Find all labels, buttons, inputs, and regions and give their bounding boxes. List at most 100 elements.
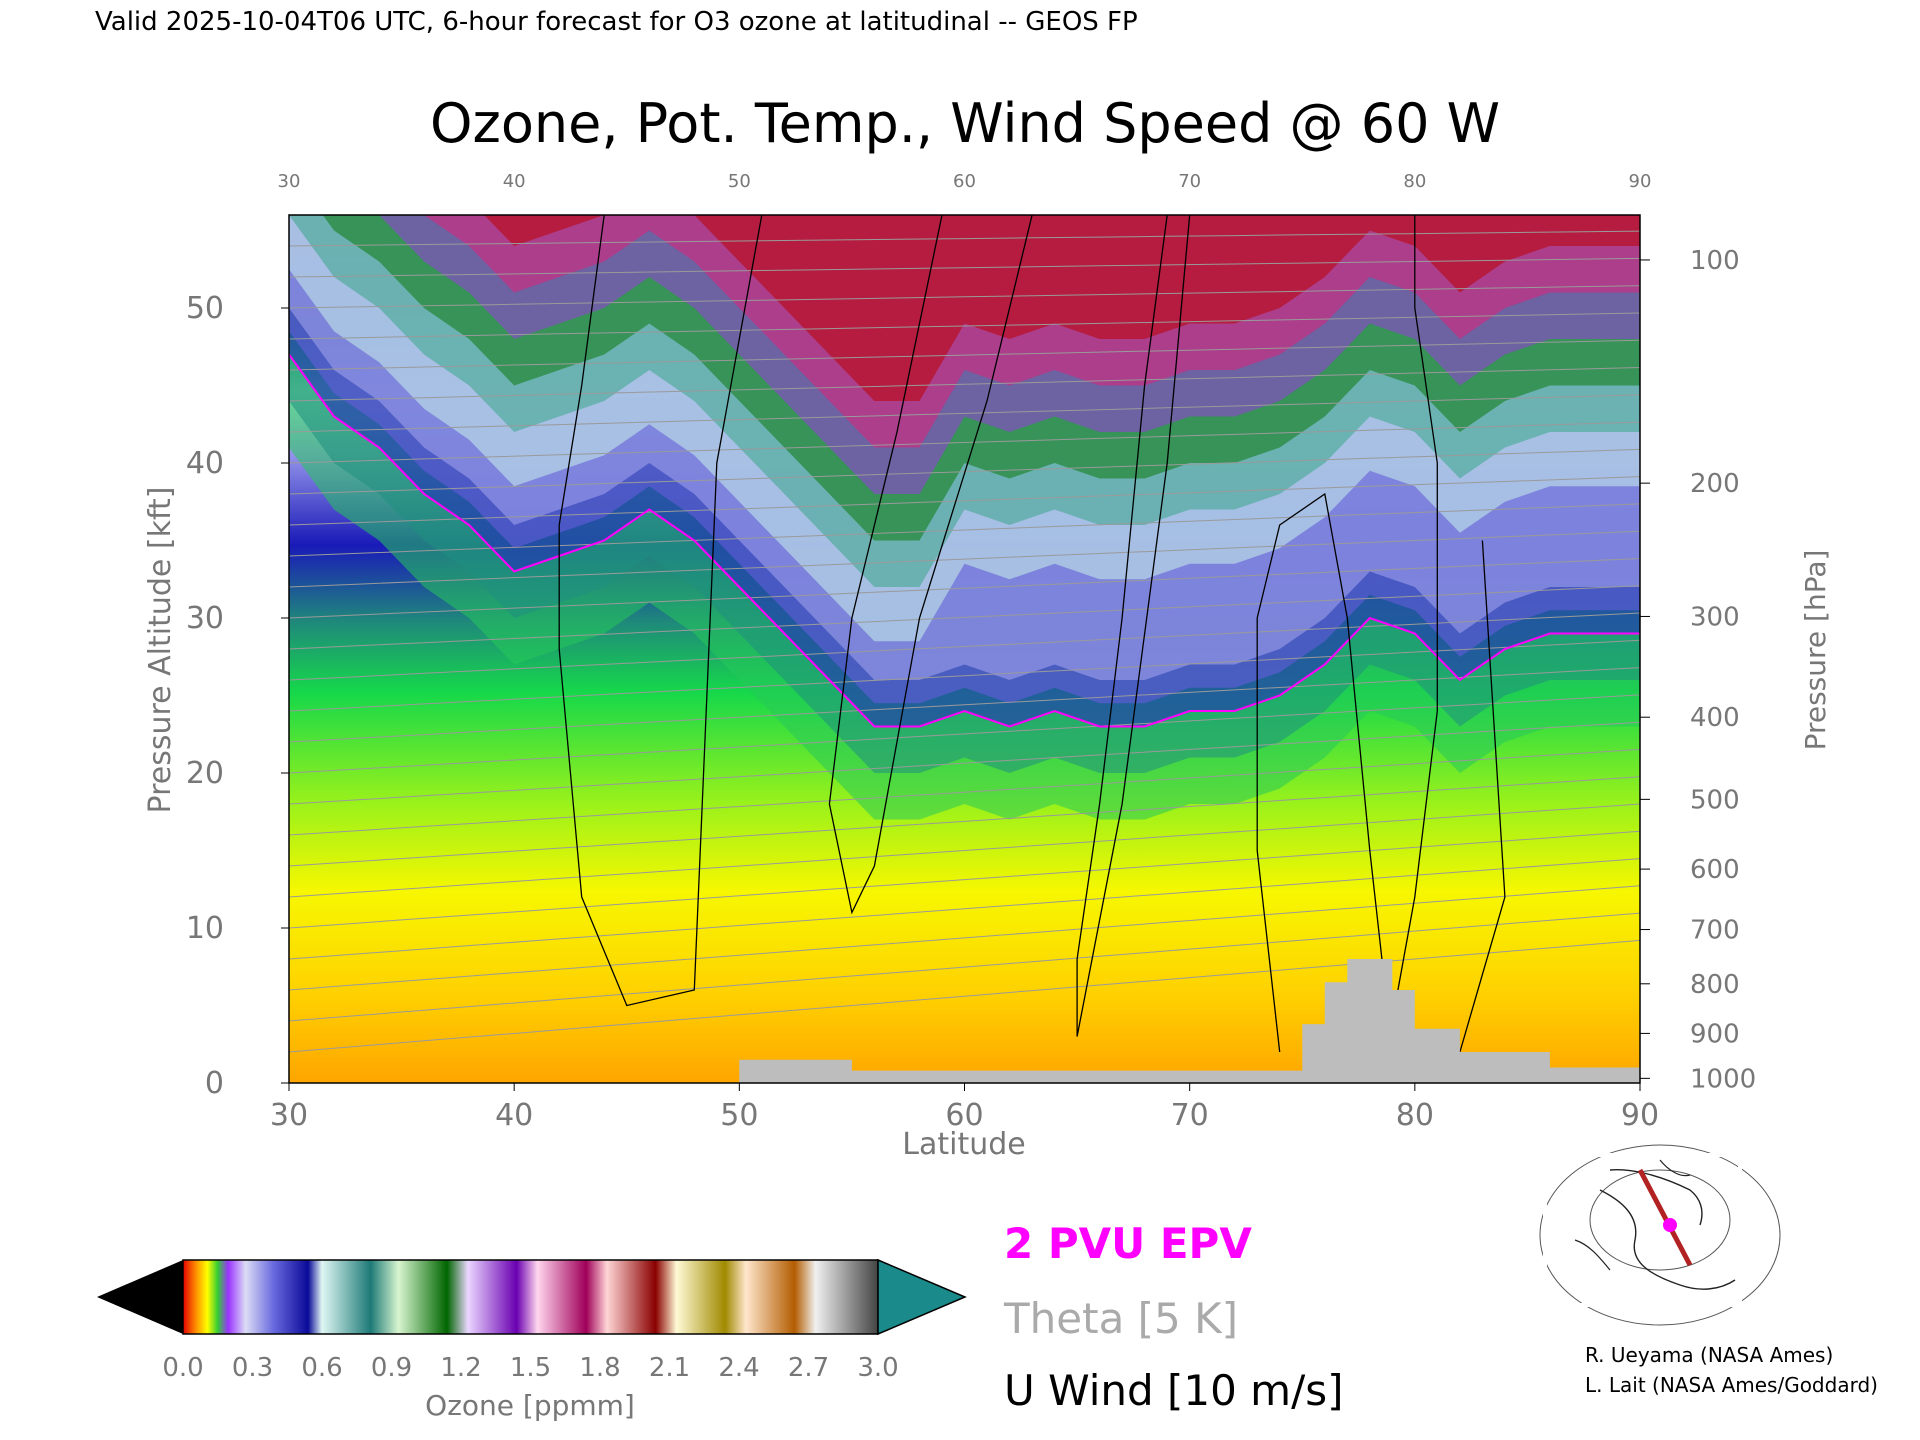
chart-title: Ozone, Pot. Temp., Wind Speed @ 60 W bbox=[430, 92, 1500, 155]
pressure-tick-label: 600 bbox=[1690, 855, 1740, 885]
theta-contour bbox=[289, 830, 1640, 929]
colorbar-high-arrow bbox=[877, 1258, 967, 1336]
pressure-tick-label: 700 bbox=[1690, 916, 1740, 946]
plot-area bbox=[289, 215, 1640, 1083]
theta-contour bbox=[289, 339, 1640, 371]
terrain-mask bbox=[289, 959, 1640, 1083]
ozone-colorbar: 0.0 0.3 0.6 0.9 1.2 1.5 1.8 2.1 2.4 2.7 3.0 Ozone … bbox=[97, 1258, 967, 1422]
y-tick-label: 40 bbox=[186, 446, 224, 481]
y-tick-label: 50 bbox=[186, 291, 224, 326]
theta-contour bbox=[289, 476, 1640, 526]
map-landmass bbox=[1599, 1168, 1736, 1290]
colorbar-tick-label: 2.7 bbox=[788, 1353, 829, 1383]
x-top-tick-label: 60 bbox=[953, 171, 976, 192]
u-wind-contour bbox=[558, 215, 763, 1007]
x-axis-label: Latitude bbox=[902, 1127, 1025, 1162]
x-tick-label: 40 bbox=[495, 1098, 533, 1133]
theta-contour bbox=[289, 667, 1640, 743]
pressure-tick-label: 900 bbox=[1690, 1019, 1740, 1049]
theta-contour bbox=[289, 912, 1640, 1022]
x-tick-label: 70 bbox=[1171, 1098, 1209, 1133]
x-axis-bottom: 30 40 50 60 70 80 90 bbox=[270, 1083, 1659, 1133]
section-marker bbox=[1663, 1218, 1677, 1232]
theta-contour bbox=[289, 885, 1640, 991]
legend-uwind: U Wind [10 m/s] bbox=[1004, 1366, 1344, 1415]
colorbar-tick-label: 2.4 bbox=[718, 1353, 759, 1383]
x-top-tick-label: 90 bbox=[1629, 171, 1652, 192]
colorbar-tick-label: 0.3 bbox=[232, 1353, 273, 1383]
pressure-tick-label: 100 bbox=[1690, 246, 1740, 276]
y-tick-label: 10 bbox=[186, 911, 224, 946]
x-axis-top: 30 40 50 60 70 80 90 bbox=[278, 171, 1652, 192]
theta-contour bbox=[289, 585, 1640, 650]
x-top-tick-label: 50 bbox=[728, 171, 751, 192]
theta-contour bbox=[289, 803, 1640, 898]
map-graticule-inner bbox=[1589, 1169, 1731, 1271]
colorbar-tick-label: 0.6 bbox=[301, 1353, 342, 1383]
theta-contour bbox=[289, 530, 1640, 588]
x-tick-label: 80 bbox=[1396, 1098, 1434, 1133]
legend-theta: Theta [5 K] bbox=[1003, 1294, 1238, 1343]
colorbar-tick-label: 1.5 bbox=[510, 1353, 551, 1383]
theta-contour bbox=[289, 312, 1640, 340]
pressure-tick-label: 1000 bbox=[1690, 1064, 1756, 1094]
theta-contour bbox=[289, 858, 1640, 960]
map-landmass-2 bbox=[1574, 1159, 1691, 1271]
y-axis-left: 0 10 20 30 40 50 bbox=[186, 291, 289, 1101]
x-top-tick-label: 70 bbox=[1178, 171, 1201, 192]
colorbar-label: Ozone [ppmm] bbox=[425, 1389, 635, 1422]
y-tick-label: 30 bbox=[186, 601, 224, 636]
ozone-band bbox=[289, 215, 1640, 401]
theta-contour bbox=[289, 721, 1640, 805]
pressure-tick-label: 200 bbox=[1690, 469, 1740, 499]
u-wind-contour bbox=[1076, 215, 1191, 1037]
colorbar-tick-label: 0.9 bbox=[371, 1353, 412, 1383]
locator-map bbox=[1539, 1144, 1781, 1326]
x-tick-label: 90 bbox=[1621, 1098, 1659, 1133]
theta-contour bbox=[289, 939, 1640, 1053]
theta-contour bbox=[289, 421, 1640, 464]
y-axis-left-label: Pressure Altitude [kft] bbox=[143, 487, 178, 814]
section-track bbox=[1637, 1168, 1693, 1267]
theta-contour bbox=[289, 367, 1640, 402]
theta-contour bbox=[289, 503, 1640, 557]
u-wind-contour bbox=[1391, 215, 1506, 1053]
credit-line-1: R. Ueyama (NASA Ames) bbox=[1585, 1343, 1833, 1367]
pressure-tick-label: 400 bbox=[1690, 703, 1740, 733]
x-top-tick-label: 30 bbox=[278, 171, 301, 192]
theta-contour bbox=[289, 776, 1640, 867]
y-axis-right-label: Pressure [hPa] bbox=[1799, 550, 1832, 751]
y-axis-right: 100 200 300 400 500 600 700 800 900 1000 bbox=[1640, 246, 1756, 1094]
u-wind-contour bbox=[828, 215, 1033, 915]
x-tick-label: 60 bbox=[945, 1098, 983, 1133]
colorbar-tick-label: 3.0 bbox=[857, 1353, 898, 1383]
pressure-tick-label: 300 bbox=[1690, 602, 1740, 632]
colorbar-tick-label: 2.1 bbox=[649, 1353, 690, 1383]
colorbar-gradient bbox=[182, 1259, 879, 1335]
map-graticule-outer bbox=[1539, 1144, 1781, 1326]
y-tick-label: 20 bbox=[186, 756, 224, 791]
valid-time-header: Valid 2025-10-04T06 UTC, 6-hour forecast… bbox=[95, 7, 1138, 37]
x-tick-label: 50 bbox=[720, 1098, 758, 1133]
u-wind-contour bbox=[1256, 492, 1393, 1053]
colorbar-tick-label: 0.0 bbox=[162, 1353, 203, 1383]
colorbar-tick-label: 1.8 bbox=[579, 1353, 620, 1383]
x-tick-label: 30 bbox=[270, 1098, 308, 1133]
theta-contour bbox=[289, 748, 1640, 836]
x-top-tick-label: 80 bbox=[1403, 171, 1426, 192]
colorbar-tick-label: 1.2 bbox=[440, 1353, 481, 1383]
theta-contour bbox=[289, 612, 1640, 681]
theta-contour bbox=[289, 394, 1640, 433]
pressure-tick-label: 800 bbox=[1690, 970, 1740, 1000]
theta-contour bbox=[289, 694, 1640, 774]
pressure-tick-label: 500 bbox=[1690, 785, 1740, 815]
pvu-2-contour bbox=[289, 353, 1640, 728]
y-tick-label: 0 bbox=[205, 1066, 224, 1101]
theta-contour bbox=[289, 558, 1640, 619]
credit-line-2: L. Lait (NASA Ames/Goddard) bbox=[1585, 1373, 1878, 1397]
legend-epv: 2 PVU EPV bbox=[1004, 1219, 1252, 1268]
x-top-tick-label: 40 bbox=[503, 171, 526, 192]
theta-contour bbox=[289, 639, 1640, 712]
colorbar-low-arrow bbox=[97, 1260, 183, 1334]
